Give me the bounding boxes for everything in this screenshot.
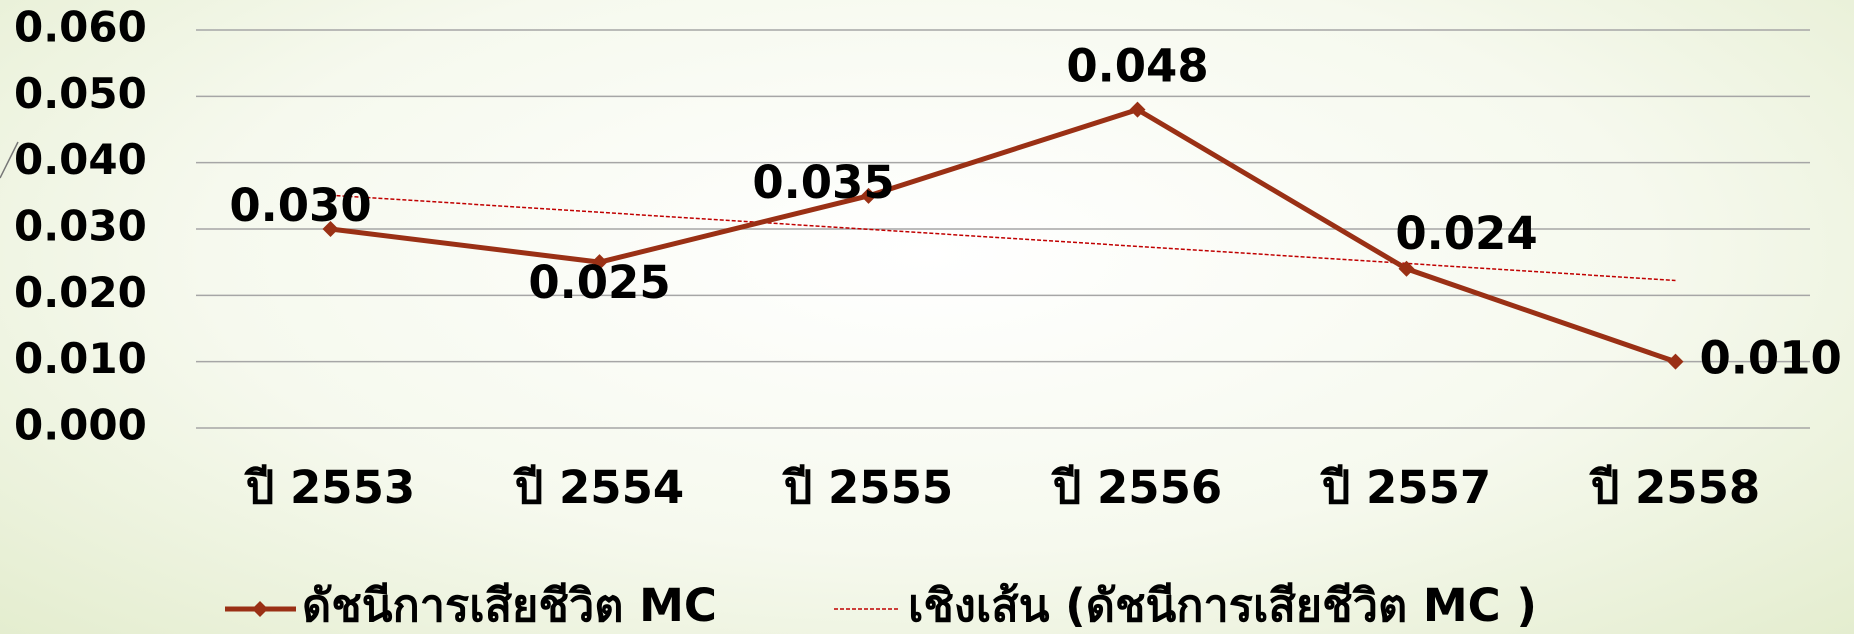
data-label: 0.035 bbox=[752, 156, 894, 209]
trendline bbox=[330, 194, 1676, 282]
y-tick-label: 0.040 bbox=[14, 135, 147, 184]
y-tick-label: 0.030 bbox=[14, 202, 147, 251]
data-label: 0.024 bbox=[1395, 207, 1537, 260]
legend-label: ดัชนีการเสียชีวิต MC bbox=[302, 579, 717, 632]
legend-label: เชิงเส้น (ดัชนีการเสียชีวิต MC ) bbox=[908, 579, 1537, 632]
y-tick-label: 0.050 bbox=[14, 69, 147, 118]
marker bbox=[591, 254, 608, 271]
data-label: 0.025 bbox=[528, 256, 670, 309]
x-tick-label: ปี 2555 bbox=[782, 461, 953, 514]
marker bbox=[860, 187, 877, 204]
legend-marker bbox=[252, 601, 268, 617]
series-line bbox=[330, 106, 1677, 365]
x-tick-label: ปี 2554 bbox=[513, 461, 684, 514]
data-label: 0.048 bbox=[1066, 40, 1208, 93]
marker bbox=[322, 221, 339, 237]
data-label: 0.030 bbox=[229, 179, 371, 232]
y-tick-label: 0.010 bbox=[14, 334, 147, 383]
marker bbox=[1129, 101, 1146, 118]
marker bbox=[1667, 353, 1684, 370]
data-label: 0.010 bbox=[1700, 332, 1842, 385]
x-tick-label: ปี 2558 bbox=[1589, 461, 1760, 514]
marker bbox=[1398, 260, 1415, 277]
y-tick-label: 0.060 bbox=[14, 3, 147, 52]
y-tick-label: 0.020 bbox=[14, 268, 147, 317]
x-tick-label: ปี 2557 bbox=[1320, 461, 1491, 514]
x-tick-label: ปี 2553 bbox=[244, 461, 415, 514]
x-tick-label: ปี 2556 bbox=[1051, 461, 1222, 514]
decoration bbox=[0, 141, 19, 179]
y-tick-label: 0.000 bbox=[14, 401, 147, 450]
